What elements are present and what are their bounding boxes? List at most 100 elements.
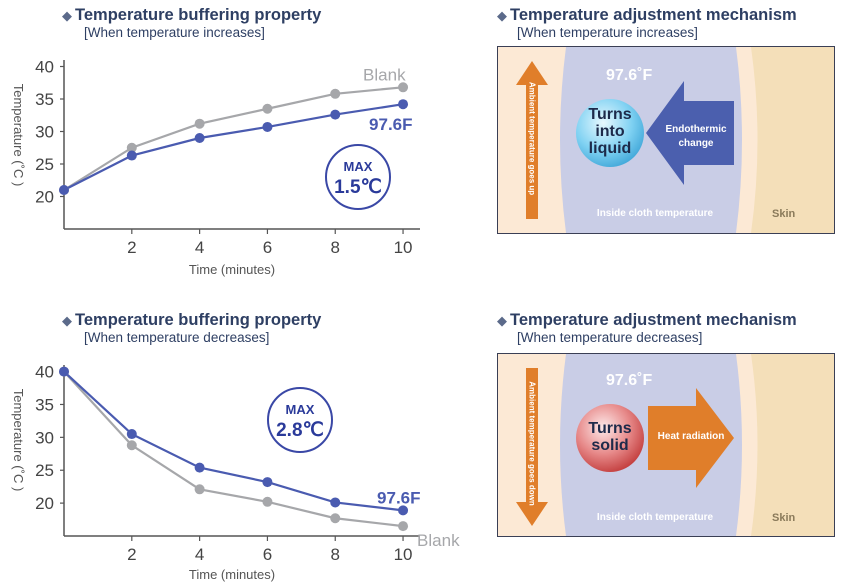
series-label-material: 97.6F (377, 488, 420, 507)
data-point-material (194, 462, 205, 473)
data-point-blank (262, 496, 273, 507)
data-point-material (262, 477, 273, 488)
x-tick-label: 6 (263, 238, 272, 257)
panel-title-top-right: ◆ Temperature adjustment mechanism (497, 6, 797, 25)
temp-label: 97.6˚F (606, 372, 653, 389)
data-point-blank (330, 513, 341, 524)
y-tick-label: 25 (35, 461, 54, 480)
panel-title-bottom-left: ◆ Temperature buffering property (62, 311, 321, 330)
series-label-blank: Blank (363, 65, 406, 84)
panel-subtitle-top-right: [When temperature increases] (517, 25, 698, 40)
panel-title-text: Temperature adjustment mechanism (510, 311, 797, 329)
data-point-material (398, 99, 409, 110)
y-tick-label: 30 (35, 123, 54, 142)
data-point-material (330, 109, 341, 120)
series-label-blank: Blank (417, 531, 460, 550)
mechanism-illustration-increase (498, 47, 834, 233)
max-badge-label: MAX (286, 402, 315, 417)
max-badge-value: 2.8℃ (276, 420, 324, 441)
skin-label: Skin (772, 208, 796, 220)
data-point-material (59, 185, 69, 195)
panel-title-top-left: ◆ Temperature buffering property (62, 6, 321, 25)
x-tick-label: 6 (263, 545, 272, 564)
x-tick-label: 8 (331, 238, 340, 257)
ambient-down-arrow-icon (516, 368, 548, 526)
data-point-blank (398, 521, 409, 532)
diamond-bullet-icon: ◆ (62, 8, 72, 23)
diamond-bullet-icon: ◆ (62, 313, 72, 328)
data-point-blank (194, 484, 205, 495)
data-point-blank (126, 440, 137, 451)
skin-label: Skin (772, 512, 796, 524)
panel-subtitle-bottom-left: [When temperature decreases] (84, 330, 270, 345)
series-line-blank (63, 370, 404, 528)
x-tick-label: 8 (331, 545, 340, 564)
max-badge-value: 1.5℃ (334, 177, 382, 198)
ambient-up-arrow-icon (516, 61, 548, 219)
data-point-blank (194, 118, 205, 129)
max-difference-badge (267, 387, 333, 453)
mechanism-diagram-increase: 97.6˚F Turns into liquid Endothermic cha… (497, 46, 835, 234)
y-axis-label: Temperature (˚C ) (11, 389, 26, 492)
heat-radiation-arrow-icon (648, 388, 734, 488)
cloth-label: Inside cloth temperature (596, 208, 714, 219)
data-point-material (126, 150, 137, 161)
x-tick-label: 10 (394, 238, 413, 257)
x-tick-label: 2 (127, 545, 136, 564)
skin-region (751, 47, 834, 233)
mechanism-diagram-decrease: 97.6˚F Turns solid Heat radiation Ambien… (497, 353, 835, 537)
y-axis-label: Temperature (˚C ) (11, 84, 26, 187)
panel-title-text: Temperature buffering property (75, 6, 322, 24)
max-badge-label: MAX (344, 159, 373, 174)
data-point-material (398, 505, 409, 516)
data-point-material (194, 133, 205, 143)
skin-region (751, 354, 834, 536)
max-difference-badge (325, 144, 391, 210)
panel-subtitle-top-left: [When temperature increases] (84, 25, 265, 40)
series-line-blank (63, 86, 404, 191)
y-tick-label: 40 (35, 58, 54, 77)
y-tick-label: 25 (35, 155, 54, 174)
y-tick-label: 35 (35, 90, 54, 109)
panel-subtitle-bottom-right: [When temperature decreases] (517, 330, 703, 345)
y-tick-label: 30 (35, 428, 54, 447)
x-axis-label: Time (minutes) (189, 567, 275, 582)
cloth-label: Inside cloth temperature (596, 512, 714, 523)
liquid-sphere-icon (576, 99, 644, 167)
panel-title-text: Temperature adjustment mechanism (510, 6, 797, 24)
data-point-blank (330, 88, 341, 99)
data-point-material (262, 121, 273, 132)
arrow-label: Endothermic change (665, 124, 727, 149)
x-tick-label: 4 (195, 545, 204, 564)
ambient-vertical-label: Ambient temperature goes down (527, 381, 537, 506)
x-tick-label: 4 (195, 238, 204, 257)
data-point-blank (262, 103, 273, 114)
diamond-bullet-icon: ◆ (497, 8, 507, 23)
temp-label: 97.6˚F (606, 67, 653, 84)
y-tick-label: 20 (35, 494, 54, 513)
series-line-material (63, 370, 404, 512)
x-axis-label: Time (minutes) (189, 262, 275, 277)
solid-sphere-icon (576, 404, 644, 472)
state-label: Turns into liquid (588, 106, 632, 157)
panel-title-text: Temperature buffering property (75, 311, 322, 329)
diamond-bullet-icon: ◆ (497, 313, 507, 328)
mechanism-illustration-decrease (498, 354, 834, 536)
endothermic-arrow-icon (646, 81, 734, 185)
y-tick-label: 40 (35, 363, 54, 382)
x-tick-label: 10 (394, 545, 413, 564)
data-point-blank (398, 82, 409, 93)
series-label-material: 97.6F (369, 115, 412, 134)
y-tick-label: 20 (35, 188, 54, 207)
y-tick-label: 35 (35, 395, 54, 414)
panel-title-bottom-right: ◆ Temperature adjustment mechanism (497, 311, 797, 330)
data-point-material (59, 366, 69, 377)
x-tick-label: 2 (127, 238, 136, 257)
data-point-material (330, 497, 341, 508)
cloth-region (560, 47, 742, 233)
data-point-blank (126, 142, 137, 153)
series-line-material (63, 103, 404, 191)
state-label: Turns solid (588, 420, 632, 454)
arrow-label: Heat radiation (657, 431, 725, 442)
